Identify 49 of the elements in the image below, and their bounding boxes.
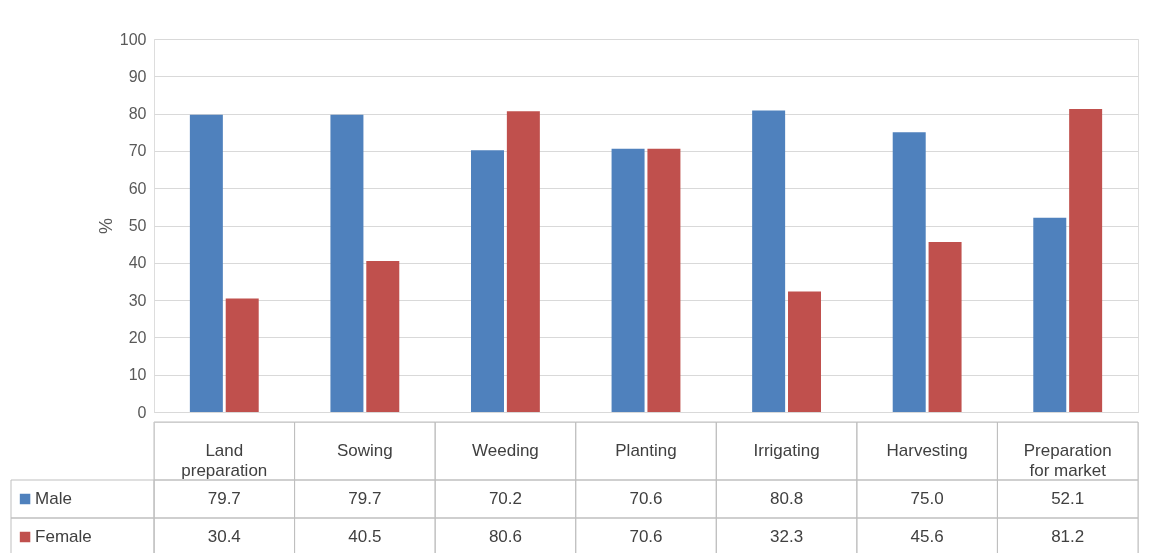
data-label: 70.6 [629, 489, 663, 508]
bar [225, 298, 259, 412]
y-tick-label: 80 [128, 105, 147, 123]
x-tick-label: Harvesting [886, 441, 968, 460]
data-label: 79.7 [348, 489, 382, 508]
bar [1069, 109, 1103, 412]
bar [788, 291, 821, 412]
bar [1033, 217, 1067, 412]
data-label: 80.8 [770, 489, 804, 508]
data-label: 45.6 [910, 527, 944, 546]
bar [611, 148, 645, 412]
data-label: 30.4 [207, 527, 241, 546]
data-label: 80.6 [488, 527, 522, 546]
y-tick-label: 20 [128, 328, 147, 346]
data-label: 70.6 [629, 527, 663, 546]
legend-label: Male [35, 489, 72, 508]
y-tick-label: 40 [128, 254, 147, 272]
data-label: 32.3 [770, 527, 804, 546]
y-tick-label: 0 [137, 403, 147, 421]
bar [506, 111, 540, 412]
bar [892, 132, 926, 412]
bar [928, 241, 962, 412]
y-tick-label: 30 [128, 291, 147, 309]
y-tick-label: 100 [119, 30, 147, 48]
x-tick-label: Irrigating [753, 441, 820, 460]
y-axis-title: % [95, 217, 116, 235]
data-label: 79.7 [207, 489, 241, 508]
data-label: 40.5 [348, 527, 382, 546]
data-label: 75.0 [910, 489, 944, 508]
bar [366, 260, 400, 412]
bar [330, 114, 364, 412]
x-tick-label: Planting [615, 441, 677, 460]
bar [189, 114, 223, 412]
x-tick-label: Sowing [336, 441, 393, 460]
legend-label: Female [35, 527, 92, 546]
data-label: 70.2 [488, 489, 522, 508]
x-tick-label: Preparation for market [1023, 441, 1112, 480]
data-label: 81.2 [1051, 527, 1085, 546]
y-tick-label: 10 [128, 366, 147, 384]
y-tick-label: 50 [128, 217, 147, 234]
x-tick-label: Weeding [472, 441, 539, 460]
bar [647, 148, 681, 412]
y-tick-label: 60 [128, 179, 147, 197]
bar [752, 110, 786, 412]
x-tick-label: Land preparation [181, 441, 268, 480]
bar [471, 150, 504, 412]
y-tick-label: 70 [128, 142, 147, 160]
y-tick-label: 90 [128, 67, 147, 85]
data-label: 52.1 [1051, 489, 1085, 508]
